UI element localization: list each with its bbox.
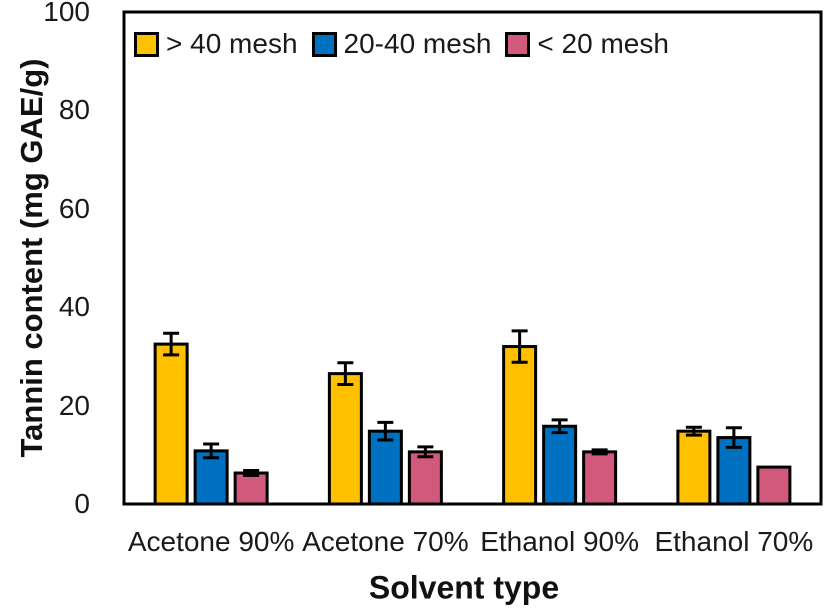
x-category-label: Acetone 70% (302, 526, 469, 557)
bar-series2-cat2 (582, 450, 618, 506)
bar-series1-cat0 (193, 449, 229, 506)
bar-series2-cat1 (407, 450, 443, 506)
bar-series0-cat3 (676, 429, 712, 506)
y-tick-label: 20 (58, 389, 90, 421)
legend-item-gt40mesh: > 40 mesh (134, 30, 298, 58)
x-category-label: Acetone 90% (127, 526, 295, 557)
y-tick-label: 100 (43, 0, 90, 27)
bar-series1-cat1 (367, 429, 403, 506)
bar-series2-cat3 (756, 465, 792, 506)
legend-item-lt20mesh: < 20 mesh (505, 30, 669, 58)
bar-series0-cat2 (502, 345, 538, 506)
legend: > 40 mesh 20-40 mesh < 20 mesh (134, 30, 669, 58)
bar-series2-cat0 (233, 471, 269, 506)
x-axis-title: Solvent type (368, 569, 560, 606)
y-tick-label: 80 (58, 94, 90, 126)
y-tick-label: 40 (58, 291, 90, 323)
bar-series0-cat1 (327, 372, 363, 506)
x-category-label: Ethanol 70% (654, 526, 814, 557)
legend-swatch-icon (505, 31, 531, 57)
y-tick-label: 0 (74, 488, 90, 519)
legend-label: 20-40 mesh (343, 28, 492, 59)
x-category-label: Ethanol 90% (480, 526, 640, 557)
legend-swatch-icon (134, 31, 159, 57)
legend-swatch-icon (311, 31, 337, 57)
y-tick-label: 60 (58, 192, 90, 224)
legend-label: > 40 mesh (166, 28, 298, 59)
legend-item-20-40mesh: 20-40 mesh (311, 28, 492, 59)
legend-label: < 20 mesh (537, 28, 669, 59)
bar-series1-cat2 (542, 424, 578, 506)
plot-border (122, 10, 823, 506)
bar-series0-cat0 (153, 342, 189, 506)
